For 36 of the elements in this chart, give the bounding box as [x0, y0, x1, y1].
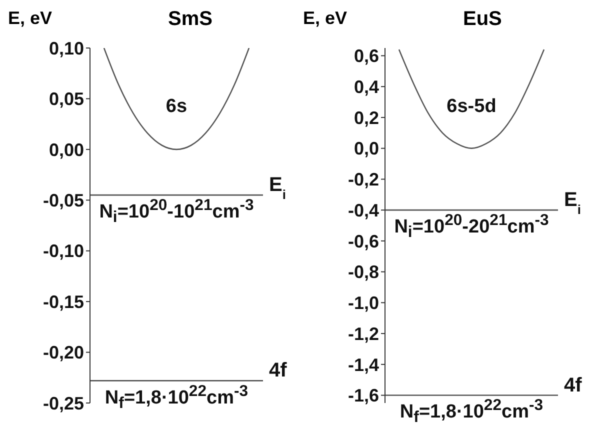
annotation: N$_{i}$=10$^{20}$-10$^{21}$cm$^{-3}$: [98, 197, 255, 228]
y-tick-label: -1,4: [348, 354, 379, 375]
ref-line-label: E$_{i}$: [564, 189, 581, 217]
y-tick-label: 0,00: [48, 140, 84, 160]
y-tick-label: -0,6: [348, 231, 379, 252]
annotation: 6s-5d: [446, 96, 498, 118]
annotation: N$_{i}$=10$^{20}$-20$^{21}$cm$^{-3}$: [393, 212, 550, 242]
line-series: [398, 48, 545, 149]
y-tick-label: 0,2: [354, 108, 379, 128]
ref-line-label: 4f: [564, 374, 582, 396]
y-tick-label: -0,20: [42, 342, 84, 363]
y-tick-label: 0,05: [48, 89, 84, 110]
annotation: N$_{f}$=1,8·10$^{22}$cm$^{-3}$: [104, 382, 250, 413]
y-tick-label: 0,6: [354, 46, 379, 66]
annotation: N$_{f}$=1,8·10$^{22}$cm$^{-3}$: [398, 397, 544, 428]
y-tick-label: -0,2: [348, 170, 379, 190]
line-series: [103, 48, 250, 150]
ref-line-label: 4f: [269, 360, 288, 382]
y-tick-label: -1,6: [348, 386, 379, 406]
y-tick-label: -1,0: [348, 293, 379, 314]
y-axis-title: E, eV: [8, 8, 52, 29]
annotation: 6s: [164, 96, 188, 118]
y-tick-label: -0,10: [42, 241, 84, 262]
chart-title: EuS: [463, 8, 502, 31]
y-tick-label: 0,4: [354, 76, 379, 97]
y-axis-title: E, eV: [303, 8, 348, 29]
y-tick-label: -0,15: [42, 292, 84, 312]
chart-title: SmS: [168, 8, 212, 31]
y-tick-label: 0,10: [48, 38, 84, 58]
ref-line-label: E$_{i}$: [269, 174, 286, 202]
y-tick-label: -0,4: [348, 200, 379, 220]
y-tick-label: 0,0: [354, 138, 379, 159]
y-tick-label: -1,2: [348, 324, 379, 344]
y-tick-label: -0,05: [42, 190, 84, 211]
y-tick-label: -0,8: [348, 262, 379, 282]
y-tick-label: -0,25: [42, 393, 84, 414]
